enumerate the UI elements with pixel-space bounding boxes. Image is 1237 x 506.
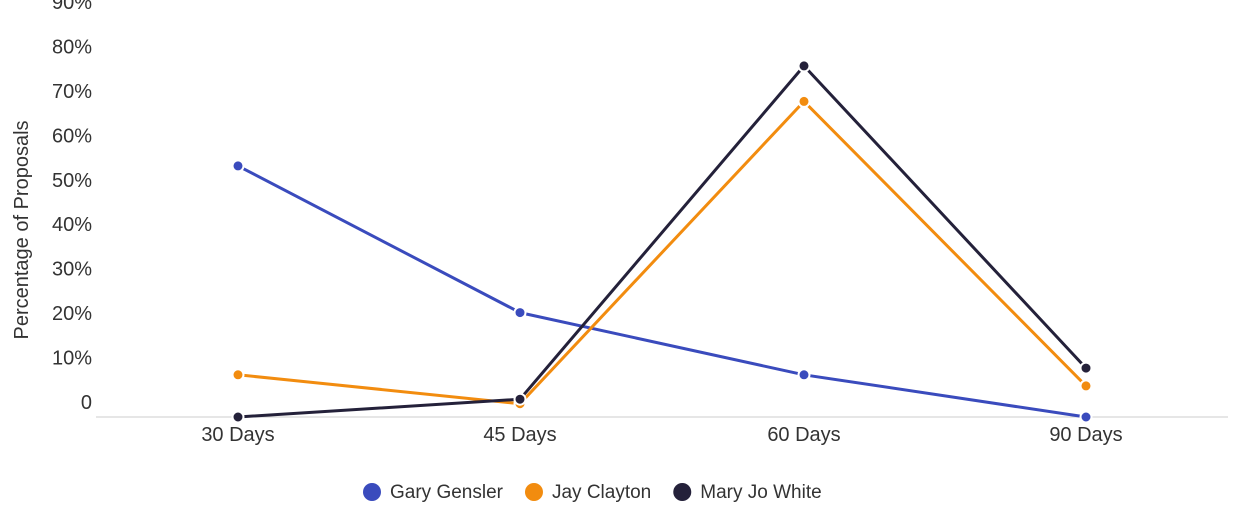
series-group bbox=[231, 159, 1093, 424]
data-point bbox=[797, 59, 811, 73]
y-tick-label: 30% bbox=[52, 259, 92, 281]
y-tick-label: 80% bbox=[52, 36, 92, 58]
y-tick-label: 40% bbox=[52, 214, 92, 236]
legend-item[interactable]: Jay Clayton bbox=[524, 482, 651, 503]
legend-label: Gary Gensler bbox=[390, 482, 504, 503]
legend-label: Mary Jo White bbox=[700, 482, 821, 503]
data-point bbox=[1079, 379, 1093, 393]
data-point bbox=[231, 410, 245, 424]
legend-item[interactable]: Gary Gensler bbox=[363, 482, 504, 503]
y-tick-label: 20% bbox=[52, 303, 92, 325]
x-tick-label: 90 Days bbox=[1049, 424, 1122, 446]
data-point bbox=[1079, 361, 1093, 375]
legend-item[interactable]: Mary Jo White bbox=[673, 482, 822, 503]
data-point bbox=[797, 368, 811, 382]
series-group bbox=[231, 59, 1093, 424]
data-point bbox=[231, 159, 245, 173]
data-point bbox=[231, 368, 245, 382]
series-layer bbox=[231, 59, 1093, 424]
x-axis: 30 Days 45 Days 60 Days 90 Days bbox=[201, 424, 1122, 446]
legend-marker-icon bbox=[673, 483, 692, 501]
legend-marker-icon bbox=[363, 483, 381, 501]
data-point bbox=[513, 306, 527, 320]
series-line bbox=[236, 164, 1088, 419]
x-tick-label: 60 Days bbox=[767, 424, 840, 446]
data-point bbox=[797, 94, 811, 108]
legend-marker-icon bbox=[524, 483, 543, 501]
y-axis: 0 10% 20% 30% 40% 50% 60% 70% 80% 90% bbox=[52, 0, 92, 414]
legend-label: Jay Clayton bbox=[552, 482, 651, 503]
y-axis-title: Percentage of Proposals bbox=[11, 120, 33, 339]
y-tick-label: 90% bbox=[52, 0, 92, 14]
series-line bbox=[236, 64, 1088, 419]
series-line bbox=[236, 99, 1088, 406]
data-point bbox=[1079, 410, 1093, 424]
y-tick-label: 60% bbox=[52, 125, 92, 147]
x-tick-label: 30 Days bbox=[201, 424, 274, 446]
x-tick-label: 45 Days bbox=[483, 424, 556, 446]
y-tick-label: 0 bbox=[81, 392, 92, 414]
data-point bbox=[513, 392, 527, 406]
y-tick-label: 50% bbox=[52, 170, 92, 192]
series-group bbox=[231, 94, 1093, 411]
y-tick-label: 10% bbox=[52, 348, 92, 370]
legend: Gary Gensler Jay Clayton Mary Jo White bbox=[363, 482, 822, 503]
y-tick-label: 70% bbox=[52, 81, 92, 103]
